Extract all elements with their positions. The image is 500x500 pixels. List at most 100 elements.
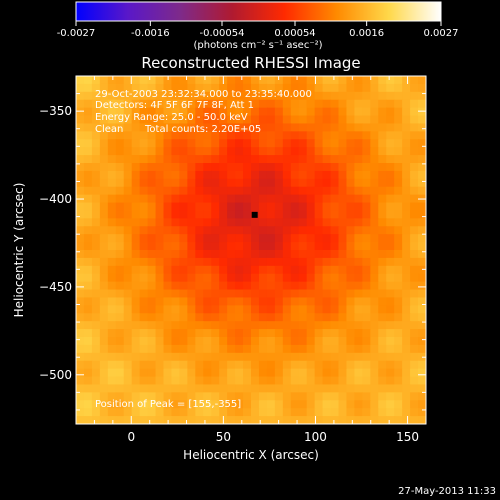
heatmap-cell (370, 400, 379, 409)
heatmap-cell (187, 376, 196, 386)
heatmap-cell (338, 273, 348, 283)
heatmap-cell (330, 139, 340, 148)
heatmap-cell (227, 76, 236, 85)
heatmap-cell (227, 242, 236, 251)
heatmap-cell (179, 352, 188, 362)
heatmap-cell (163, 329, 173, 338)
heatmap-cell (179, 226, 188, 235)
heatmap-cell (219, 352, 228, 362)
heatmap-cell (171, 400, 180, 409)
heatmap-cell (258, 392, 268, 401)
heatmap-cell (386, 234, 395, 243)
heatmap-cell (171, 202, 180, 212)
heatmap-cell (282, 163, 292, 172)
heatmap-cell (402, 218, 411, 227)
heatmap-cell (346, 178, 355, 188)
heatmap-cell (251, 107, 260, 117)
heatmap-cell (322, 83, 332, 93)
heatmap-cell (76, 91, 85, 101)
heatmap-cell (330, 392, 340, 401)
heatmap-cell (274, 376, 284, 386)
heatmap-cell (155, 400, 165, 409)
heatmap-cell (386, 329, 395, 338)
heatmap-cell (147, 76, 157, 85)
heatmap-cell (418, 76, 426, 85)
heatmap-cell (314, 194, 324, 204)
heatmap-cell (362, 115, 371, 125)
heatmap-cell (227, 305, 236, 314)
heatmap-cell (83, 147, 93, 156)
heatmap-cell (394, 123, 403, 132)
heatmap-cell (306, 344, 316, 354)
heatmap-cell (258, 131, 268, 140)
heatmap-cell (76, 344, 85, 354)
heatmap-cell (139, 170, 149, 180)
heatmap-cell (266, 139, 276, 148)
heatmap-cell (171, 360, 180, 370)
heatmap-cell (115, 384, 125, 393)
heatmap-cell (370, 234, 379, 243)
heatmap-cell (91, 376, 101, 386)
heatmap-cell (115, 115, 125, 125)
heatmap-cell (330, 297, 340, 306)
heatmap-cell (298, 408, 308, 417)
heatmap-cell (107, 139, 117, 148)
heatmap-cell (107, 76, 117, 85)
y-tick-label: −500 (39, 368, 72, 382)
heatmap-cell (219, 408, 228, 417)
heatmap-cell (362, 131, 371, 140)
heatmap-cell (139, 384, 149, 393)
heatmap-cell (203, 178, 212, 188)
heatmap-cell (418, 321, 426, 330)
heatmap-cell (306, 337, 316, 346)
heatmap-cell (179, 265, 188, 275)
heatmap-cell (322, 400, 332, 409)
heatmap-cell (362, 147, 371, 156)
heatmap-cell (155, 91, 165, 101)
heatmap-cell (258, 352, 268, 362)
heatmap-cell (330, 273, 340, 283)
heatmap-cell (394, 265, 403, 275)
heatmap-cell (187, 281, 196, 291)
heatmap-cell (410, 273, 419, 283)
heatmap-cell (211, 147, 220, 156)
heatmap-cell (171, 289, 180, 299)
heatmap-cell (338, 226, 348, 235)
heatmap-cell (418, 297, 426, 306)
heatmap-cell (155, 384, 165, 393)
heatmap-cell (282, 313, 292, 322)
heatmap-cell (163, 194, 173, 204)
heatmap-cell (83, 194, 93, 204)
heatmap-cell (258, 297, 268, 306)
heatmap-cell (258, 99, 268, 109)
heatmap-cell (370, 178, 379, 188)
heatmap-cell (179, 408, 188, 417)
heatmap-cell (418, 139, 426, 148)
heatmap-cell (123, 178, 133, 188)
heatmap-cell (147, 163, 157, 172)
heatmap-cell (83, 107, 93, 117)
heatmap-cell (410, 242, 419, 251)
heatmap-cell (179, 115, 188, 125)
heatmap-cell (362, 344, 371, 354)
heatmap-cell (370, 139, 379, 148)
heatmap-cell (314, 329, 324, 338)
heatmap-cell (243, 91, 252, 101)
heatmap-cell (211, 186, 220, 196)
heatmap-cell (362, 360, 371, 370)
heatmap-cell (203, 163, 212, 172)
heatmap-cell (266, 155, 276, 164)
heatmap-cell (314, 139, 324, 148)
heatmap-cell (274, 147, 284, 156)
heatmap-cell (258, 218, 268, 227)
heatmap-cell (83, 416, 93, 424)
heatmap-cell (330, 226, 340, 235)
heatmap-cell (298, 344, 308, 354)
heatmap-cell (139, 392, 149, 401)
heatmap-cell (274, 83, 284, 93)
heatmap-cell (243, 76, 252, 85)
colorbar-tick-label: -0.0016 (131, 28, 170, 39)
heatmap-cell (258, 329, 268, 338)
heatmap-cell (179, 297, 188, 306)
heatmap-cell (139, 360, 149, 370)
